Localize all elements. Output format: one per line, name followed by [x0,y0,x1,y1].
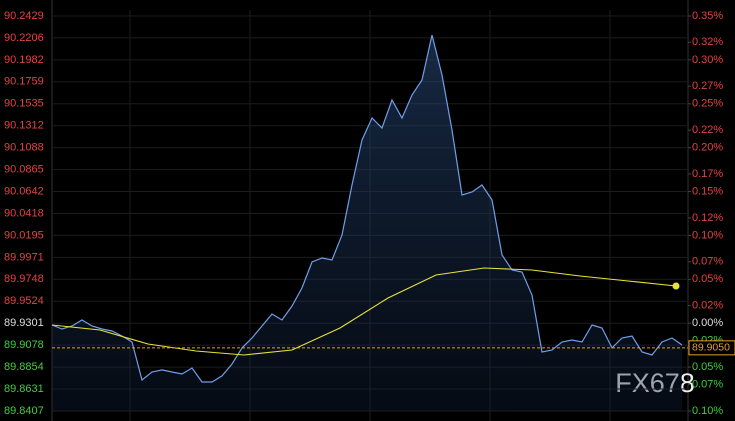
y2-tick-label: 0.22% [692,124,723,136]
y2-tick-label: 0.25% [692,98,723,110]
price-area [52,35,682,411]
y2-tick-label: 0.02% [692,300,723,312]
y-tick-label: 90.1088 [4,142,44,154]
y2-tick-label: 0.05% [692,361,723,373]
average-last-point [672,282,680,290]
price-line [51,34,683,383]
y2-tick-label: 0.35% [692,10,723,22]
y2-tick-label: 0.17% [692,168,723,180]
y-tick-label: 90.0642 [4,185,44,197]
y-tick-label: 89.9748 [4,273,44,285]
last-price-label: 89.9050 [692,342,730,354]
y2-tick-label: 0.20% [692,142,723,154]
y2-tick-label: 0.32% [692,36,723,48]
y2-tick-label: 0.15% [692,185,723,197]
y-tick-label: 89.9078 [4,339,44,351]
y-tick-label: 89.8631 [4,383,44,395]
y-tick-label: 90.0195 [4,229,44,241]
y-tick-label: 90.2206 [4,32,44,44]
y-tick-label: 90.0865 [4,164,44,176]
y2-tick-label: 0.07% [692,379,723,391]
y-tick-label: 89.9971 [4,251,44,263]
y-tick-label: 89.8854 [4,361,44,373]
y2-tick-label: 0.07% [692,256,723,268]
y-tick-label: 89.8407 [4,405,44,417]
y2-tick-label: 0.30% [692,54,723,66]
y-tick-label: 90.1982 [4,54,44,66]
y2-tick-label: 0.10% [692,405,723,417]
y2-tick-label: 0.10% [692,229,723,241]
y-tick-label: 90.1759 [4,76,44,88]
y-tick-label: 89.9301 [4,317,44,329]
y2-tick-label: 0.05% [692,273,723,285]
y-tick-label: 90.1535 [4,98,44,110]
average-line [51,267,677,356]
y-tick-label: 90.2429 [4,10,44,22]
y2-tick-label: 0.27% [692,80,723,92]
y2-tick-label: 0.12% [692,212,723,224]
y2-tick-label: 0.00% [692,317,723,329]
y-tick-label: 89.9524 [4,295,44,307]
y-tick-label: 90.1312 [4,120,44,132]
last-price-box [688,340,735,356]
y-tick-label: 90.0418 [4,207,44,219]
